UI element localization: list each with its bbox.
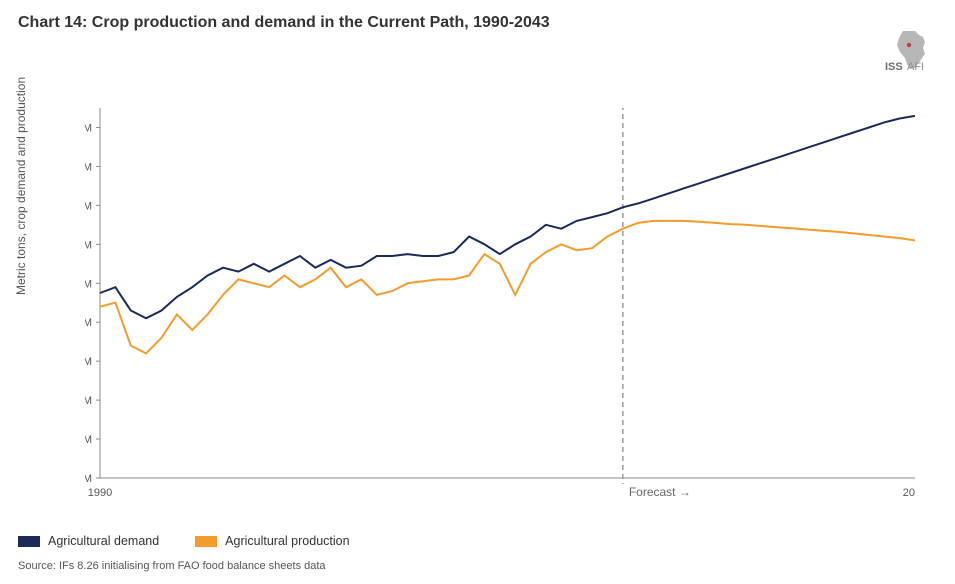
series-production	[100, 221, 915, 354]
svg-text:20M: 20M	[85, 395, 92, 407]
legend-swatch-production	[195, 536, 217, 547]
svg-text:70M: 70M	[85, 200, 92, 212]
series-demand	[100, 116, 915, 318]
svg-text:0M: 0M	[85, 473, 92, 485]
iss-afi-logo: ISS AFI	[885, 28, 937, 77]
svg-text:10M: 10M	[85, 434, 92, 446]
svg-text:Forecast →: Forecast →	[629, 485, 691, 499]
logo-text-left: ISS	[885, 61, 903, 72]
logo-dot	[907, 43, 911, 47]
chart-svg: 0M 10M 20M 30M 40M 50M 60M 70M 80M 90M 1990 2043 For…	[85, 108, 915, 528]
y-axis-title: Metric tons, crop demand and production	[14, 77, 28, 295]
legend-label-demand: Agricultural demand	[48, 534, 159, 548]
svg-text:2043: 2043	[903, 487, 915, 499]
svg-text:50M: 50M	[85, 278, 92, 290]
chart-plot-area: 0M10M20M30M40M50M60M70M80M90M19902043For…	[85, 108, 915, 478]
chart-title: Chart 14: Crop production and demand in …	[18, 14, 550, 32]
legend-label-production: Agricultural production	[225, 534, 349, 548]
svg-text:1990: 1990	[88, 487, 112, 499]
legend-swatch-demand	[18, 536, 40, 547]
svg-text:60M: 60M	[85, 239, 92, 251]
svg-text:80M: 80M	[85, 161, 92, 173]
legend-item-production: Agricultural production	[195, 534, 349, 548]
svg-text:90M: 90M	[85, 122, 92, 134]
source-text: Source: IFs 8.26 initialising from FAO f…	[18, 560, 326, 572]
logo-text-right: AFI	[907, 61, 924, 72]
legend: Agricultural demand Agricultural product…	[18, 534, 350, 548]
svg-text:40M: 40M	[85, 317, 92, 329]
svg-text:30M: 30M	[85, 356, 92, 368]
legend-item-demand: Agricultural demand	[18, 534, 159, 548]
chart-container: Chart 14: Crop production and demand in …	[0, 0, 955, 584]
